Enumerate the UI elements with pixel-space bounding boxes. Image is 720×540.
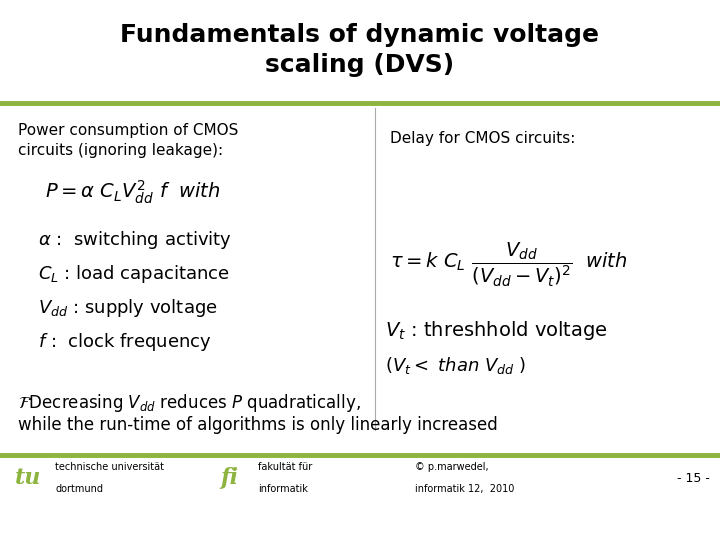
Text: Delay for CMOS circuits:: Delay for CMOS circuits: bbox=[390, 131, 575, 145]
Text: $\alpha$ :  switching activity: $\alpha$ : switching activity bbox=[38, 229, 232, 251]
Text: $\mathcal{F}$Decreasing $V_{dd}$ reduces $P$ quadratically,: $\mathcal{F}$Decreasing $V_{dd}$ reduces… bbox=[18, 392, 361, 414]
Text: $C_L$ : load capacitance: $C_L$ : load capacitance bbox=[38, 263, 230, 285]
Text: while the run-time of algorithms is only linearly increased: while the run-time of algorithms is only… bbox=[18, 416, 498, 434]
Text: Power consumption of CMOS
circuits (ignoring leakage):: Power consumption of CMOS circuits (igno… bbox=[18, 123, 238, 158]
Text: $V_{dd}$ : supply voltage: $V_{dd}$ : supply voltage bbox=[38, 297, 217, 319]
Text: $(V_t <$ than $V_{dd}\ )$: $(V_t <$ than $V_{dd}\ )$ bbox=[385, 354, 526, 375]
Text: dortmund: dortmund bbox=[55, 484, 103, 494]
Text: informatik 12,  2010: informatik 12, 2010 bbox=[415, 484, 514, 494]
Text: Fundamentals of dynamic voltage
scaling (DVS): Fundamentals of dynamic voltage scaling … bbox=[120, 23, 600, 77]
Text: technische universität: technische universität bbox=[55, 462, 164, 472]
Text: fi: fi bbox=[220, 467, 238, 489]
Text: $\tau = k\ C_L\ \dfrac{V_{dd}}{(V_{dd} - V_t)^2}$  with: $\tau = k\ C_L\ \dfrac{V_{dd}}{(V_{dd} -… bbox=[390, 241, 627, 289]
Text: tu: tu bbox=[15, 467, 41, 489]
Text: © p.marwedel,: © p.marwedel, bbox=[415, 462, 489, 472]
Text: fakultät für: fakultät für bbox=[258, 462, 312, 472]
Text: - 15 -: - 15 - bbox=[677, 471, 710, 484]
Text: $f$ :  clock frequency: $f$ : clock frequency bbox=[38, 331, 212, 353]
Text: $P = \alpha\ C_L V_{dd}^2\ f$  with: $P = \alpha\ C_L V_{dd}^2\ f$ with bbox=[45, 178, 220, 206]
Text: $V_t$ : threshhold voltage: $V_t$ : threshhold voltage bbox=[385, 319, 608, 341]
Text: informatik: informatik bbox=[258, 484, 308, 494]
